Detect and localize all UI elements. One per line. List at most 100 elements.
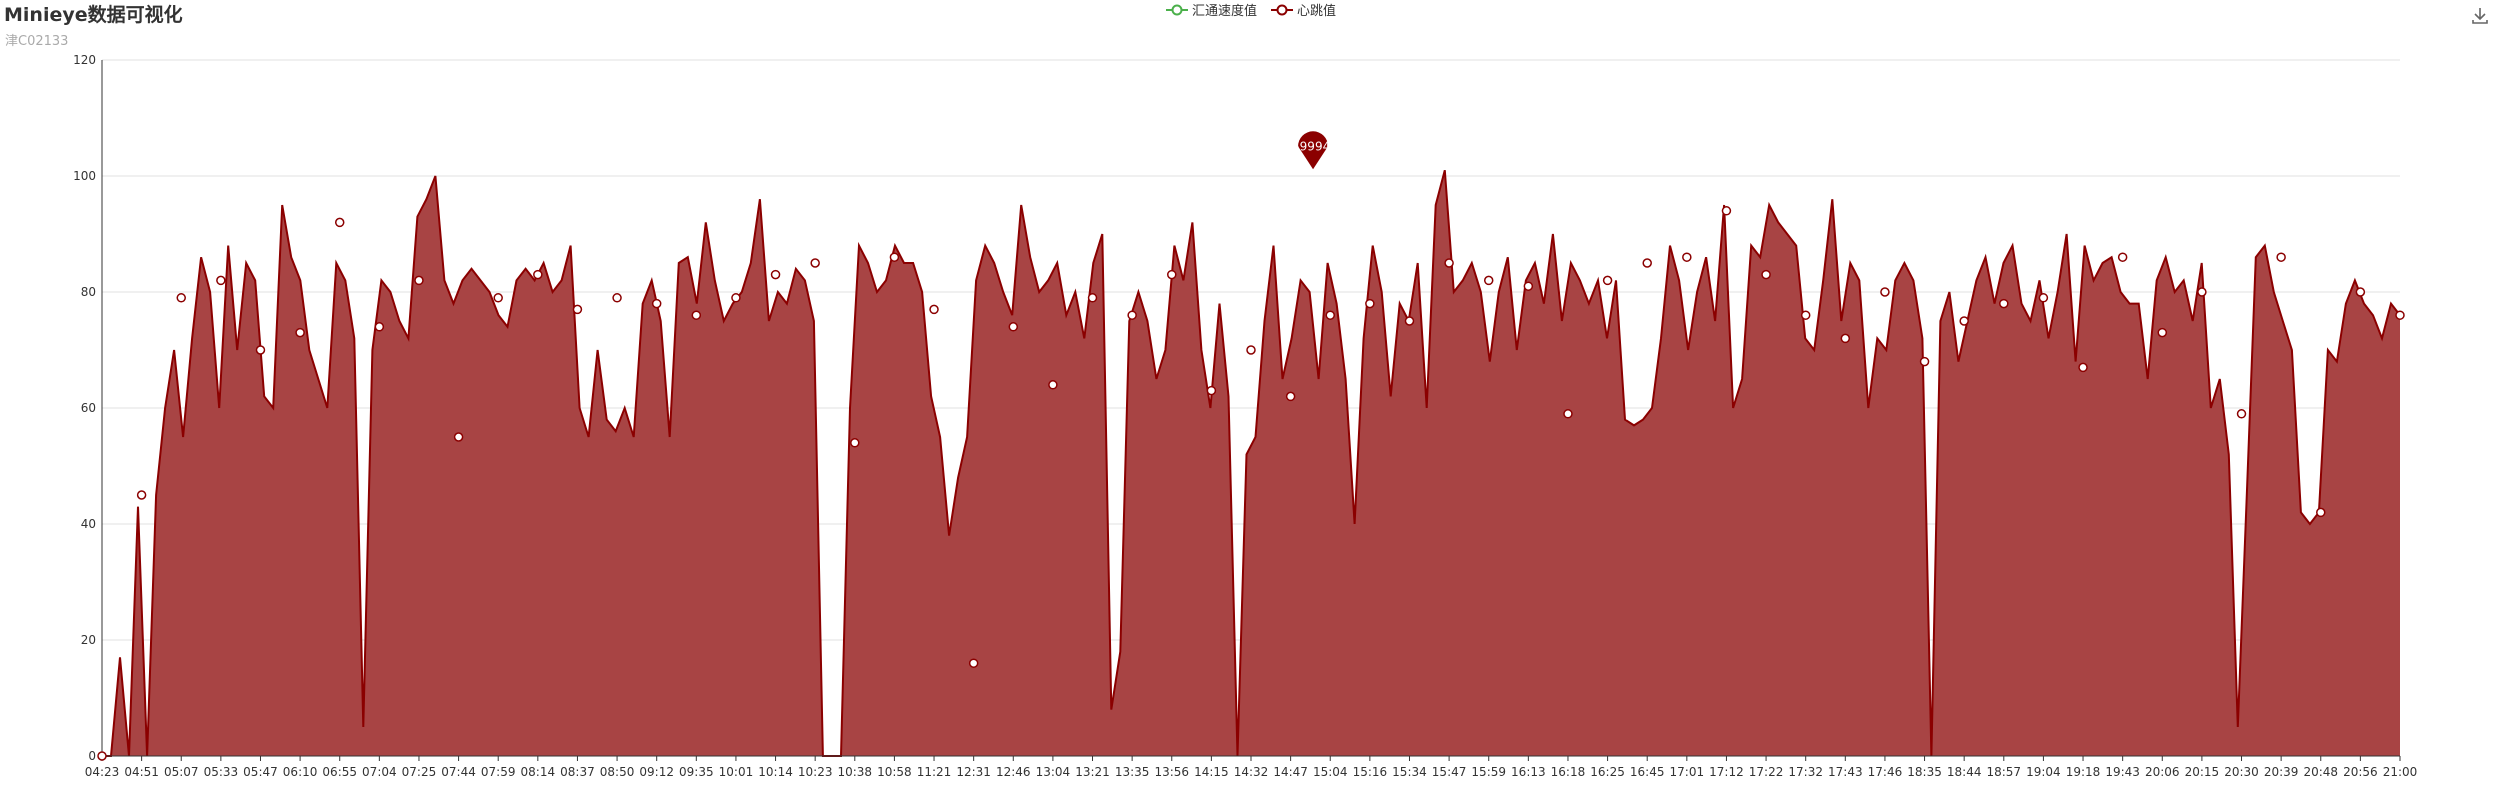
x-tick-label: 15:59: [1471, 765, 1506, 779]
legend-item-heart[interactable]: 心跳值: [1271, 0, 1336, 19]
x-tick-label: 04:51: [124, 765, 159, 779]
x-tick-label: 12:31: [956, 765, 991, 779]
data-point-marker: [1365, 298, 1375, 309]
x-tick-label: 11:21: [917, 765, 952, 779]
x-tick-label: 17:46: [1868, 765, 1903, 779]
x-tick-label: 10:58: [877, 765, 912, 779]
x-tick-label: 16:18: [1551, 765, 1586, 779]
data-point-marker: [850, 438, 860, 448]
data-point-marker: [1642, 258, 1652, 268]
data-point-marker: [1959, 316, 1969, 326]
data-point-marker: [1285, 391, 1296, 402]
y-tick-label: 60: [81, 401, 96, 415]
data-point-marker: [2276, 252, 2286, 262]
x-tick-label: 19:43: [2105, 765, 2140, 779]
x-tick-label: 17:43: [1828, 765, 1863, 779]
x-tick-label: 15:04: [1313, 765, 1348, 779]
x-tick-label: 07:25: [402, 765, 437, 779]
data-point-marker: [770, 269, 781, 280]
data-point-marker: [1523, 281, 1534, 291]
data-point-marker: [2355, 287, 2366, 297]
chart-legend: 汇通速度值 心跳值: [1166, 0, 1336, 19]
data-point-marker: [1483, 275, 1494, 286]
data-point-marker: [176, 293, 186, 303]
x-tick-label: 08:14: [521, 765, 556, 779]
data-point-marker: [2117, 252, 2128, 262]
y-tick-label: 100: [73, 169, 96, 183]
legend-swatch-heart: [1271, 4, 1294, 15]
x-tick-label: 07:04: [362, 765, 397, 779]
max-value-label: 101.3259994108836: [1250, 139, 1376, 153]
x-tick-label: 10:01: [719, 765, 754, 779]
x-tick-label: 13:35: [1115, 765, 1150, 779]
data-point-marker: [1048, 380, 1058, 390]
x-tick-label: 10:38: [837, 765, 872, 779]
x-tick-label: 13:21: [1075, 765, 1110, 779]
legend-label-speed: 汇通速度值: [1192, 4, 1258, 19]
data-point-marker: [1800, 310, 1811, 320]
data-point-marker: [453, 432, 464, 442]
data-point-marker: [1563, 409, 1573, 419]
data-point-marker: [2197, 287, 2207, 297]
data-point-marker: [1008, 322, 1019, 332]
data-point-marker: [1602, 275, 1613, 286]
data-point-marker: [968, 658, 979, 668]
data-point-marker: [1444, 258, 1454, 268]
data-point-marker: [810, 258, 820, 268]
data-point-marker: [493, 293, 503, 303]
x-tick-label: 16:25: [1590, 765, 1625, 779]
data-point-marker: [374, 322, 385, 332]
data-point-marker: [1999, 298, 2009, 309]
x-tick-label: 07:44: [441, 765, 476, 779]
data-point-marker: [1682, 252, 1692, 262]
data-point-marker: [533, 269, 543, 280]
x-tick-label: 20:48: [2303, 765, 2338, 779]
data-point-marker: [97, 751, 107, 761]
data-point-marker: [731, 293, 741, 303]
data-point-marker: [255, 345, 266, 355]
x-tick-label: 15:16: [1353, 765, 1388, 779]
x-tick-label: 17:12: [1709, 765, 1744, 779]
x-tick-label: 06:55: [322, 765, 357, 779]
x-tick-label: 15:34: [1392, 765, 1427, 779]
x-tick-label: 20:06: [2145, 765, 2180, 779]
x-tick-label: 19:18: [2066, 765, 2101, 779]
data-point-marker: [295, 327, 305, 338]
data-point-marker: [612, 293, 622, 303]
data-point-marker: [334, 217, 345, 228]
legend-item-speed[interactable]: 汇通速度值: [1166, 0, 1257, 19]
legend-label-heart: 心跳值: [1297, 4, 1337, 19]
data-point-marker: [1761, 269, 1771, 280]
x-tick-label: 20:30: [2224, 765, 2259, 779]
download-icon[interactable]: [2470, 6, 2490, 26]
x-tick-label: 05:07: [164, 765, 199, 779]
data-point-marker: [929, 304, 939, 315]
data-point-marker: [2395, 310, 2405, 320]
x-tick-label: 14:32: [1234, 765, 1269, 779]
x-tick-label: 18:35: [1907, 765, 1942, 779]
data-point-marker: [1919, 356, 1930, 367]
data-point-marker: [651, 298, 662, 309]
x-tick-label: 12:46: [996, 765, 1031, 779]
data-point-marker: [1246, 345, 1256, 355]
x-tick-label: 08:37: [560, 765, 595, 779]
x-tick-label: 16:13: [1511, 765, 1546, 779]
data-point-marker: [1840, 333, 1851, 344]
x-tick-label: 04:23: [85, 765, 120, 779]
data-point-marker: [572, 304, 583, 315]
data-point-marker: [1127, 310, 1137, 320]
page-title: Minieye数据可视化: [4, 4, 183, 26]
x-tick-label: 14:47: [1273, 765, 1308, 779]
data-point-marker: [2157, 327, 2168, 338]
y-tick-label: 40: [81, 517, 96, 531]
x-tick-label: 06:10: [283, 765, 318, 779]
x-tick-label: 13:56: [1154, 765, 1189, 779]
heart-rate-line: [102, 169, 2401, 757]
x-tick-label: 15:47: [1432, 765, 1467, 779]
x-tick-label: 10:23: [798, 765, 833, 779]
y-tick-label: 0: [88, 749, 96, 763]
data-point-marker: [691, 310, 702, 320]
x-tick-label: 13:04: [1036, 765, 1071, 779]
data-point-marker: [2038, 293, 2049, 303]
